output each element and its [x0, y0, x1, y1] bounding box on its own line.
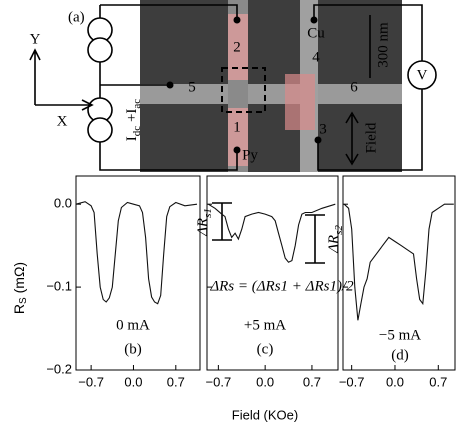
- highlight: [228, 108, 248, 166]
- y-axis-label: RS (mΩ): [11, 262, 29, 314]
- axis-label: Y: [30, 31, 41, 47]
- data-line: [75, 201, 198, 305]
- current-label: dc: [131, 126, 143, 137]
- x-tick-label: 0.7: [303, 374, 321, 389]
- x-tick-label: −0.7: [339, 374, 365, 389]
- current-label: ac: [131, 99, 143, 109]
- axis-label: X: [57, 113, 68, 129]
- x-tick-label: −0.7: [78, 374, 104, 389]
- x-tick-label: −0.7: [206, 374, 232, 389]
- highlight: [285, 74, 315, 130]
- panel-title: +5 mA: [244, 317, 286, 333]
- panel-title: 0 mA: [116, 317, 150, 333]
- panel-label: (d): [391, 347, 409, 363]
- axes-arrow: [29, 48, 94, 111]
- field-arrow: [345, 111, 359, 166]
- panel-label: (b): [124, 341, 142, 357]
- scale-label: 300 nm: [375, 22, 391, 68]
- circuit-wire: [99, 4, 423, 171]
- terminal-label: Py: [242, 147, 258, 163]
- x-tick-label: 0.0: [256, 374, 274, 389]
- terminal-label: 5: [188, 79, 196, 95]
- terminal-label: 3: [319, 121, 327, 137]
- x-tick-label: 0.0: [386, 374, 404, 389]
- dashed-box: [221, 67, 266, 113]
- terminal-label: 6: [350, 79, 358, 95]
- current-label: I: [124, 136, 140, 141]
- y-tick-label: −0.1: [46, 279, 72, 294]
- current-label: +I: [124, 109, 140, 126]
- data-line: [343, 203, 454, 321]
- annotation: ΔR: [326, 235, 342, 254]
- y-axis-label: S: [18, 297, 29, 304]
- plot-frame: [206, 175, 339, 371]
- x-tick-label: 0.7: [429, 374, 447, 389]
- x-tick-label: 0.7: [167, 374, 185, 389]
- annotation: ΔRs2: [326, 225, 344, 254]
- annotation: ΔR: [195, 218, 211, 237]
- current-source: [87, 17, 437, 143]
- terminal-label: 2: [233, 39, 241, 55]
- y-axis-label: (mΩ): [11, 262, 27, 297]
- terminal-label: 1: [233, 119, 241, 135]
- annotation: s1: [202, 208, 214, 218]
- x-axis-label: Field (KOe): [232, 407, 298, 422]
- wire: [140, 84, 402, 104]
- field-label: Field: [363, 122, 379, 153]
- plot-frame: [75, 175, 201, 371]
- y-axis-label: R: [11, 304, 27, 314]
- panel-label: (c): [257, 341, 274, 357]
- highlight: [228, 14, 248, 80]
- y-tick-label: 0.0: [54, 196, 72, 211]
- voltmeter-label: V: [417, 67, 428, 83]
- annotation: s2: [333, 225, 345, 235]
- plot-frame: [342, 175, 456, 371]
- panel-label: (a): [68, 9, 85, 25]
- terminal-label: 4: [312, 49, 320, 65]
- terminal-label: Cu: [307, 25, 325, 41]
- formula: ΔRs = (ΔRs1 + ΔRs1)/2: [209, 278, 354, 294]
- data-line: [208, 203, 336, 263]
- current-label: Idc +Iac: [124, 99, 142, 141]
- x-tick-label: 0.0: [124, 374, 142, 389]
- delta-bracket: [212, 202, 325, 264]
- annotation: ΔRs1: [195, 208, 213, 237]
- y-tick-label: −0.2: [46, 361, 72, 376]
- panel-title: −5 mA: [379, 327, 421, 343]
- terminal-dot: [166, 16, 322, 154]
